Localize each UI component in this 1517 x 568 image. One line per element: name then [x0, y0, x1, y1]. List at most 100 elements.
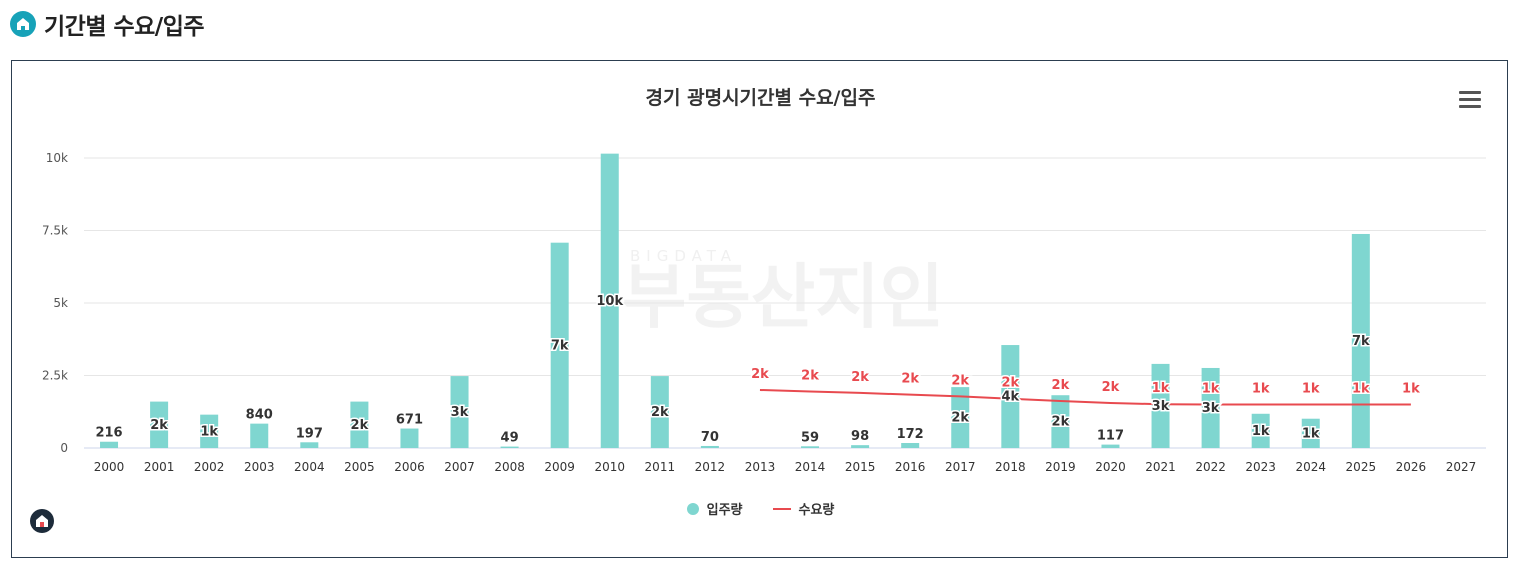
bar-data-label: 1k — [1302, 426, 1320, 441]
x-tick-label: 2006 — [394, 460, 425, 474]
x-tick-label: 2023 — [1245, 460, 1276, 474]
bar-data-label: 172 — [897, 427, 924, 442]
y-tick-label: 2.5k — [42, 369, 68, 383]
bar-data-label: 840 — [246, 408, 273, 423]
line-data-label: 2k — [1001, 376, 1019, 391]
bar — [150, 401, 169, 448]
bar — [550, 242, 569, 448]
chart-container: BIGDATA 부동산지인 경기 광명시기간별 수요/입주 0 2.5k 5k 7.5… — [11, 60, 1508, 558]
x-tick-label: 2011 — [645, 460, 676, 474]
bar-data-label: 1k — [200, 424, 218, 439]
chart-menu-icon[interactable] — [1459, 91, 1481, 111]
x-tick-label: 2007 — [444, 460, 475, 474]
bar — [1301, 418, 1320, 448]
x-tick-label: 2027 — [1446, 460, 1477, 474]
bar-data-label: 216 — [95, 426, 122, 441]
x-tick-label: 2018 — [995, 460, 1026, 474]
x-tick-label: 2000 — [94, 460, 125, 474]
logo-icon — [30, 509, 54, 533]
line-data-label: 1k — [1402, 382, 1420, 397]
bar-data-label: 98 — [851, 429, 869, 444]
x-tick-label: 2022 — [1195, 460, 1226, 474]
y-tick-label: 10k — [46, 151, 68, 165]
y-tick-label: 5k — [53, 296, 68, 310]
x-tick-label: 2009 — [544, 460, 575, 474]
chart-title: 경기 광명시기간별 수요/입주 — [645, 87, 876, 109]
line-data-label: 1k — [1352, 382, 1370, 397]
bar-data-label: 2k — [651, 405, 669, 420]
legend-dot-icon — [686, 502, 699, 515]
bar — [1051, 395, 1070, 448]
x-tick-label: 2020 — [1095, 460, 1126, 474]
y-tick-label: 0 — [60, 441, 68, 455]
bar-data-label: 1k — [1252, 424, 1270, 439]
bar-data-label: 4k — [1001, 390, 1019, 405]
x-tick-label: 2002 — [194, 460, 225, 474]
x-tick-label: 2001 — [144, 460, 175, 474]
line-data-label: 1k — [1152, 381, 1170, 396]
x-tick-label: 2015 — [845, 460, 876, 474]
x-tick-label: 2003 — [244, 460, 275, 474]
bar-data-label: 10k — [596, 294, 623, 309]
x-tick-label: 2019 — [1045, 460, 1076, 474]
line-data-label: 2k — [851, 370, 869, 385]
bar — [700, 445, 719, 448]
bar-data-label: 197 — [296, 426, 323, 441]
bar-data-label: 2k — [351, 418, 369, 433]
chart-legend: 입주량 수요량 — [12, 499, 1509, 518]
legend-label-demand: 수요량 — [798, 503, 835, 518]
line-data-label: 2k — [1102, 380, 1120, 395]
x-tick-label: 2012 — [695, 460, 726, 474]
x-tick-label: 2004 — [294, 460, 325, 474]
bar-data-label: 117 — [1097, 429, 1124, 444]
demand-line — [759, 389, 1411, 406]
bar-data-label: 2k — [150, 418, 168, 433]
x-tick-label: 2024 — [1295, 460, 1326, 474]
bar — [801, 446, 820, 448]
x-tick-label: 2016 — [895, 460, 926, 474]
line-data-label: 1k — [1252, 382, 1270, 397]
bar — [650, 376, 669, 448]
bar-data-label: 49 — [501, 431, 519, 446]
bar-data-label: 2k — [951, 411, 969, 426]
bar — [1251, 413, 1270, 448]
x-tick-label: 2025 — [1346, 460, 1377, 474]
bar-data-label: 2k — [1052, 415, 1070, 430]
line-data-label: 2k — [901, 372, 919, 387]
bar — [1101, 444, 1120, 448]
bar-data-label: 3k — [451, 405, 469, 420]
x-tick-label: 2014 — [795, 460, 826, 474]
home-icon — [10, 11, 36, 37]
page-title: 기간별 수요/입주 — [44, 14, 205, 40]
x-tick-label: 2013 — [745, 460, 776, 474]
page-header: 기간별 수요/입주 — [10, 8, 205, 40]
bar-data-label: 3k — [1152, 399, 1170, 414]
bar — [600, 153, 619, 448]
bar-data-label: 671 — [396, 413, 423, 428]
y-tick-label: 7.5k — [42, 224, 68, 238]
bar — [901, 443, 920, 448]
bar — [1201, 367, 1220, 448]
bar — [951, 387, 970, 448]
line-data-label: 2k — [1052, 378, 1070, 393]
x-tick-label: 2010 — [594, 460, 625, 474]
bar-data-label: 70 — [701, 430, 719, 445]
bar — [1001, 345, 1020, 448]
x-tick-label: 2021 — [1145, 460, 1176, 474]
bar — [851, 445, 870, 448]
legend-item-demand[interactable]: 수요량 — [772, 499, 835, 518]
x-tick-label: 2005 — [344, 460, 375, 474]
bar — [250, 423, 269, 448]
x-tick-label: 2008 — [494, 460, 525, 474]
bar — [400, 428, 419, 448]
line-data-label: 2k — [751, 367, 769, 382]
line-data-label: 2k — [951, 373, 969, 388]
bar — [200, 414, 219, 448]
bar — [1151, 363, 1170, 448]
bar-data-label: 59 — [801, 430, 819, 445]
bar — [500, 446, 519, 448]
line-data-label: 1k — [1202, 382, 1220, 397]
line-data-label: 2k — [801, 368, 819, 383]
bar — [1351, 233, 1370, 448]
legend-item-supply[interactable]: 입주량 — [686, 499, 743, 518]
